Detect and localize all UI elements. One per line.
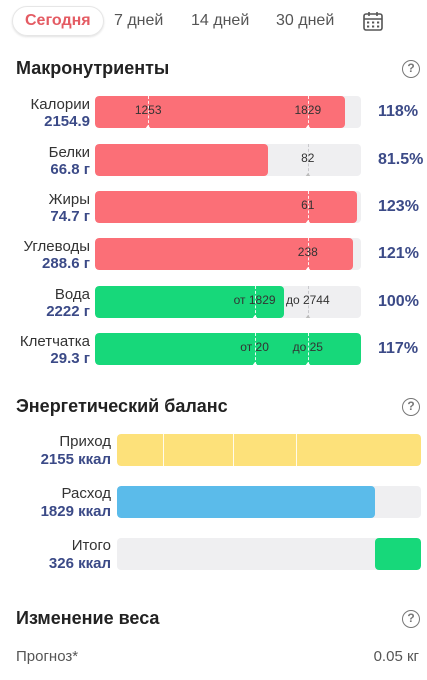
macro-percent: 123% <box>378 198 419 215</box>
macro-percent: 81.5% <box>378 151 424 168</box>
calendar-icon[interactable] <box>362 10 384 32</box>
energy-row: Расход 1829 ккал <box>0 485 427 521</box>
forecast-value: 0.05 кг <box>373 648 419 665</box>
target-marker <box>148 96 150 128</box>
weight-title: Изменение веса <box>16 608 160 628</box>
macro-value: 74.7 г <box>50 208 90 225</box>
target-marker-label: 238 <box>297 245 318 259</box>
macro-progress-fill <box>95 191 357 223</box>
macro-percent: 118% <box>378 103 419 120</box>
target-marker <box>254 286 256 318</box>
macro-percent: 100% <box>378 293 419 310</box>
macros-title: Макронутриенты <box>16 58 170 78</box>
energy-title: Энергетический баланс <box>16 396 228 416</box>
target-marker-pointer <box>251 315 258 318</box>
target-marker-label: 61 <box>301 198 315 212</box>
macro-label: Вода <box>54 286 90 303</box>
meal-divider <box>162 434 164 466</box>
target-marker-pointer <box>304 362 311 365</box>
period-tabs: Сегодня 7 дней 14 дней 30 дней <box>12 6 415 36</box>
macro-value: 2222 г <box>46 303 90 320</box>
target-marker-pointer <box>304 173 311 176</box>
macro-row: Углеводы 288.6 г 238 121% <box>0 238 427 278</box>
meal-divider <box>296 434 298 466</box>
target-marker-label: до 25 <box>292 340 323 354</box>
target-marker-label: 1253 <box>134 103 162 117</box>
macro-value: 2154.9 <box>44 113 90 130</box>
target-marker-pointer <box>304 315 311 318</box>
macro-progress-bar: от 1829 до 2744 <box>95 286 361 318</box>
question-circle-icon[interactable]: ? <box>402 610 420 628</box>
macro-value: 288.6 г <box>42 255 90 272</box>
macro-label: Углеводы <box>23 238 90 255</box>
target-marker-pointer <box>304 267 311 270</box>
macro-progress-fill <box>95 96 346 128</box>
target-marker <box>307 238 309 270</box>
energy-label: Приход <box>59 433 111 450</box>
macro-percent: 121% <box>378 245 419 262</box>
energy-progress-fill <box>117 486 376 518</box>
target-marker-label: 82 <box>301 151 315 165</box>
macro-label: Белки <box>48 144 90 161</box>
macro-row: Белки 66.8 г 82 81.5% <box>0 144 427 184</box>
macro-label: Жиры <box>48 191 90 208</box>
energy-value: 326 ккал <box>48 555 111 572</box>
target-marker <box>254 333 256 365</box>
target-marker-label: от 20 <box>240 340 269 354</box>
target-marker-label: 1829 <box>294 103 322 117</box>
target-marker-pointer <box>304 220 311 223</box>
energy-progress-bar <box>117 486 421 518</box>
target-marker <box>307 191 309 223</box>
macro-progress-bar: 1253 1829 <box>95 96 361 128</box>
target-marker <box>307 96 309 128</box>
energy-value: 2155 ккал <box>40 451 111 468</box>
target-marker-pointer <box>304 125 311 128</box>
target-marker-pointer <box>145 125 152 128</box>
tab-30-days[interactable]: 30 дней <box>276 12 335 29</box>
target-marker <box>307 144 309 176</box>
energy-progress-bar <box>117 434 421 466</box>
tab-14-days[interactable]: 14 дней <box>191 12 250 29</box>
target-marker-label: от 1829 <box>233 293 276 307</box>
target-marker-label: до 2744 <box>285 293 330 307</box>
target-marker-pointer <box>251 362 258 365</box>
tab-today[interactable]: Сегодня <box>12 6 104 36</box>
macro-progress-fill <box>95 238 354 270</box>
macro-progress-fill <box>95 333 361 365</box>
macro-percent: 117% <box>378 340 419 357</box>
energy-value: 1829 ккал <box>40 503 111 520</box>
energy-progress-bar <box>117 538 421 570</box>
target-marker <box>307 333 309 365</box>
tab-7-days[interactable]: 7 дней <box>114 12 164 29</box>
energy-label: Итого <box>71 537 111 554</box>
macro-value: 66.8 г <box>50 161 90 178</box>
macro-value: 29.3 г <box>50 350 90 367</box>
macro-row: Калории 2154.9 1253 1829 118% <box>0 96 427 136</box>
energy-row: Итого 326 ккал <box>0 537 427 573</box>
target-marker <box>307 286 309 318</box>
macro-progress-bar: 61 <box>95 191 361 223</box>
question-circle-icon[interactable]: ? <box>402 398 420 416</box>
macro-label: Калории <box>30 96 90 113</box>
macro-row: Вода 2222 г от 1829 до 2744 100% <box>0 286 427 326</box>
meal-divider <box>232 434 234 466</box>
macro-progress-fill <box>95 286 284 318</box>
question-circle-icon[interactable]: ? <box>402 60 420 78</box>
macro-row: Жиры 74.7 г 61 123% <box>0 191 427 231</box>
macro-row: Клетчатка 29.3 г от 20 до 25 117% <box>0 333 427 373</box>
forecast-label: Прогноз* <box>16 648 79 665</box>
energy-progress-fill <box>117 434 421 466</box>
macro-label: Клетчатка <box>19 333 90 350</box>
energy-row: Приход 2155 ккал <box>0 433 427 469</box>
energy-progress-fill <box>375 538 421 570</box>
macro-progress-bar: 82 <box>95 144 361 176</box>
macro-progress-fill <box>95 144 268 176</box>
macro-progress-bar: от 20 до 25 <box>95 333 361 365</box>
energy-label: Расход <box>61 485 111 502</box>
macro-progress-bar: 238 <box>95 238 361 270</box>
